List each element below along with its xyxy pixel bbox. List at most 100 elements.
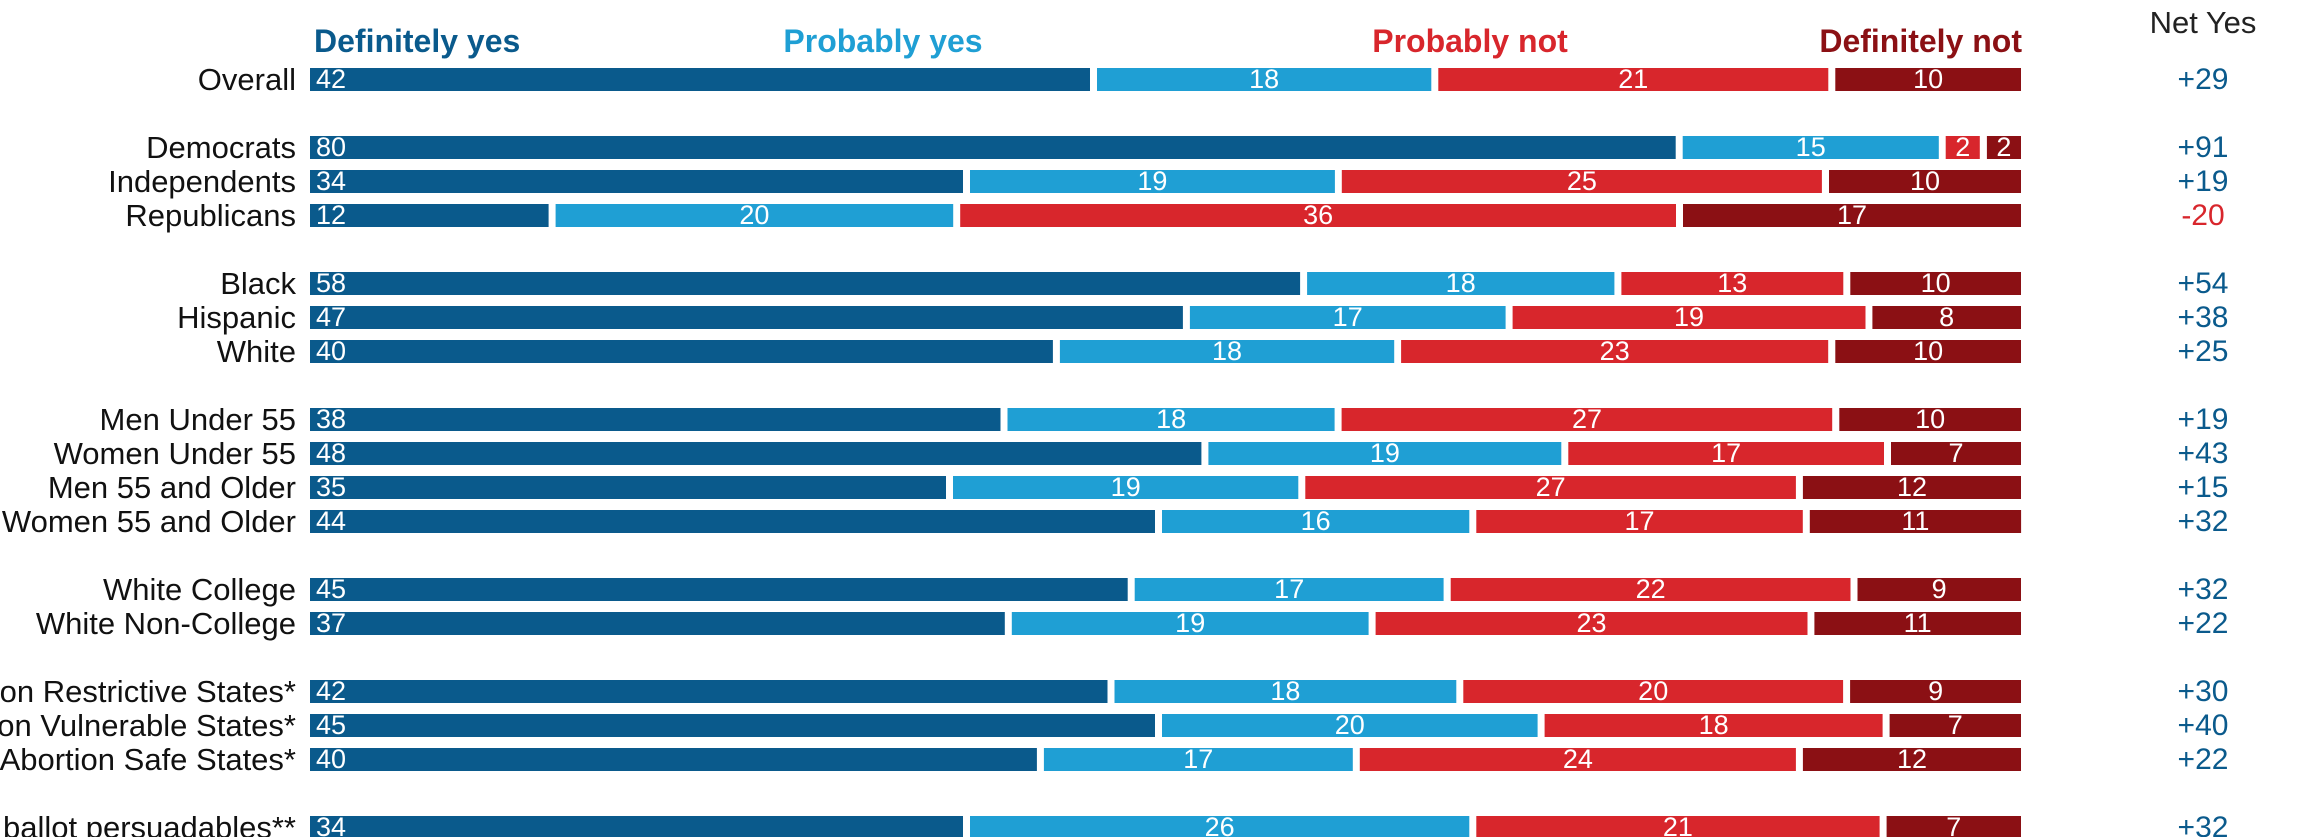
category-label-black: Black — [220, 266, 296, 301]
bar-black-definitely-yes — [310, 272, 1301, 295]
bar-republicans-definitely-not-value: 17 — [1837, 200, 1867, 230]
bar-abortion-safe-states-definitely-not-value: 12 — [1897, 744, 1927, 774]
bar-women-under-55-probably-not — [1568, 442, 1884, 465]
bar-black-probably-yes — [1307, 272, 1615, 295]
net-yes-abortion-safe-states: +22 — [2178, 743, 2229, 776]
bar-republicans-definitely-yes — [310, 204, 549, 227]
net-yes-abortion-vulnerable-states: +40 — [2178, 709, 2229, 742]
bar-abortion-restrictive-states-definitely-not — [1850, 680, 2021, 703]
bar-abortion-restrictive-states-definitely-yes — [310, 680, 1108, 703]
bar-abortion-safe-states-probably-yes — [1043, 748, 1353, 771]
bar-women-55-and-older-definitely-yes-value: 44 — [316, 506, 346, 536]
bar-men-under-55-definitely-not-value: 10 — [1915, 404, 1945, 434]
bar-women-55-and-older-definitely-not-value: 11 — [1901, 506, 1929, 536]
bar-democrats-definitely-yes — [310, 136, 1676, 159]
category-label-white: White — [217, 334, 296, 369]
bar-black-definitely-not — [1850, 272, 2021, 295]
category-label-white-college: White College — [103, 572, 296, 607]
bars: 42 18 21 10 80 15 2 2 34 19 25 10 12 20 36 17 58 18 13 10 47… — [310, 64, 2022, 837]
bar-abortion-safe-states-definitely-yes-value: 40 — [316, 744, 346, 774]
bar-abortion-restrictive-states-probably-yes-value: 18 — [1270, 676, 1300, 706]
bar-women-under-55-probably-yes — [1208, 442, 1562, 465]
bar-women-under-55-definitely-yes — [310, 442, 1202, 465]
net-yes-women-under-55: +43 — [2178, 437, 2229, 470]
bar-women-55-and-older-probably-yes-value: 16 — [1301, 506, 1331, 536]
bar-generic-ballot-persuadables-definitely-yes — [310, 816, 963, 837]
bar-men-under-55-definitely-yes-value: 38 — [316, 404, 346, 434]
bar-men-under-55-probably-not-value: 27 — [1572, 404, 1602, 434]
legend-probably-not: Probably not — [1372, 23, 1568, 59]
bar-overall-probably-not — [1438, 68, 1829, 91]
bar-women-under-55-probably-yes-value: 19 — [1370, 438, 1400, 468]
bar-abortion-safe-states-definitely-not — [1802, 748, 2021, 771]
bar-abortion-vulnerable-states-probably-not-value: 18 — [1699, 710, 1729, 740]
bar-white-probably-not-value: 23 — [1600, 336, 1630, 366]
bar-black-probably-yes-value: 18 — [1446, 268, 1476, 298]
bar-republicans-probably-yes — [555, 204, 954, 227]
bar-men-55-and-older-probably-not — [1305, 476, 1796, 499]
bar-black-probably-not-value: 13 — [1717, 268, 1747, 298]
bar-white-college-definitely-yes-value: 45 — [316, 574, 346, 604]
bar-white-non-college-definitely-not-value: 11 — [1904, 608, 1932, 638]
bar-white-non-college-definitely-yes — [310, 612, 1005, 635]
bar-white-non-college-probably-yes — [1011, 612, 1369, 635]
bar-men-55-and-older-probably-yes — [953, 476, 1299, 499]
bar-republicans-definitely-yes-value: 12 — [316, 200, 346, 230]
bar-overall-definitely-yes — [310, 68, 1090, 91]
bar-men-under-55-probably-yes-value: 18 — [1156, 404, 1186, 434]
net-yes-white: +25 — [2178, 335, 2229, 368]
bar-hispanic-probably-not-value: 19 — [1674, 302, 1704, 332]
bar-hispanic-definitely-yes-value: 47 — [316, 302, 346, 332]
bar-abortion-vulnerable-states-probably-yes — [1162, 714, 1538, 737]
bar-women-under-55-probably-not-value: 17 — [1711, 438, 1741, 468]
bar-men-55-and-older-probably-not-value: 27 — [1536, 472, 1566, 502]
bar-black-definitely-not-value: 10 — [1921, 268, 1951, 298]
bar-hispanic-definitely-not-value: 8 — [1939, 302, 1954, 332]
bar-white-non-college-probably-not — [1375, 612, 1808, 635]
bar-white-college-probably-yes-value: 17 — [1274, 574, 1304, 604]
bar-independents-probably-yes — [970, 170, 1335, 193]
bar-independents-definitely-yes-value: 34 — [316, 166, 346, 196]
bar-democrats-definitely-not-value: 2 — [1996, 132, 2011, 162]
bar-generic-ballot-persuadables-probably-yes-value: 26 — [1205, 812, 1235, 837]
bar-democrats-probably-yes — [1682, 136, 1939, 159]
bar-independents-probably-not — [1341, 170, 1822, 193]
bar-overall-probably-yes-value: 18 — [1249, 64, 1279, 94]
bar-women-55-and-older-probably-not — [1476, 510, 1803, 533]
bar-overall-definitely-yes-value: 42 — [316, 64, 346, 94]
bar-republicans-definitely-not — [1683, 204, 2021, 227]
bar-abortion-safe-states-probably-yes-value: 17 — [1183, 744, 1213, 774]
bar-men-under-55-probably-yes — [1007, 408, 1335, 431]
bar-abortion-safe-states-probably-not — [1359, 748, 1796, 771]
category-label-independents: Independents — [108, 164, 296, 199]
bar-white-non-college-definitely-yes-value: 37 — [316, 608, 346, 638]
bar-black-definitely-yes-value: 58 — [316, 268, 346, 298]
bar-white-probably-yes — [1059, 340, 1395, 363]
bar-men-under-55-definitely-yes — [310, 408, 1001, 431]
category-label-abortion-restrictive-states: Abortion Restrictive States* — [0, 674, 296, 709]
bar-overall-probably-not-value: 21 — [1618, 64, 1648, 94]
bar-independents-definitely-not — [1829, 170, 2021, 193]
net-yes-header: Net Yes — [2150, 5, 2257, 40]
bar-overall-definitely-not-value: 10 — [1913, 64, 1943, 94]
bar-abortion-safe-states-probably-not-value: 24 — [1563, 744, 1593, 774]
bar-women-55-and-older-definitely-yes — [310, 510, 1155, 533]
bar-independents-probably-not-value: 25 — [1567, 166, 1597, 196]
bar-men-55-and-older-definitely-not — [1802, 476, 2021, 499]
bar-hispanic-probably-yes — [1189, 306, 1506, 329]
bar-white-definitely-yes — [310, 340, 1053, 363]
bar-women-55-and-older-definitely-not — [1809, 510, 2022, 533]
bar-white-definitely-not — [1835, 340, 2021, 363]
bar-independents-definitely-not-value: 10 — [1910, 166, 1940, 196]
net-yes-men-55-and-older: +15 — [2178, 471, 2229, 504]
bar-white-definitely-not-value: 10 — [1913, 336, 1943, 366]
category-label-overall: Overall — [198, 62, 296, 97]
bar-democrats-definitely-not — [1986, 136, 2021, 159]
bar-men-55-and-older-probably-yes-value: 19 — [1111, 472, 1141, 502]
bar-republicans-probably-not — [960, 204, 1676, 227]
bar-generic-ballot-persuadables-probably-not — [1476, 816, 1880, 837]
bar-black-probably-not — [1621, 272, 1844, 295]
category-label-hispanic: Hispanic — [177, 300, 296, 335]
bar-men-55-and-older-definitely-yes — [310, 476, 946, 499]
